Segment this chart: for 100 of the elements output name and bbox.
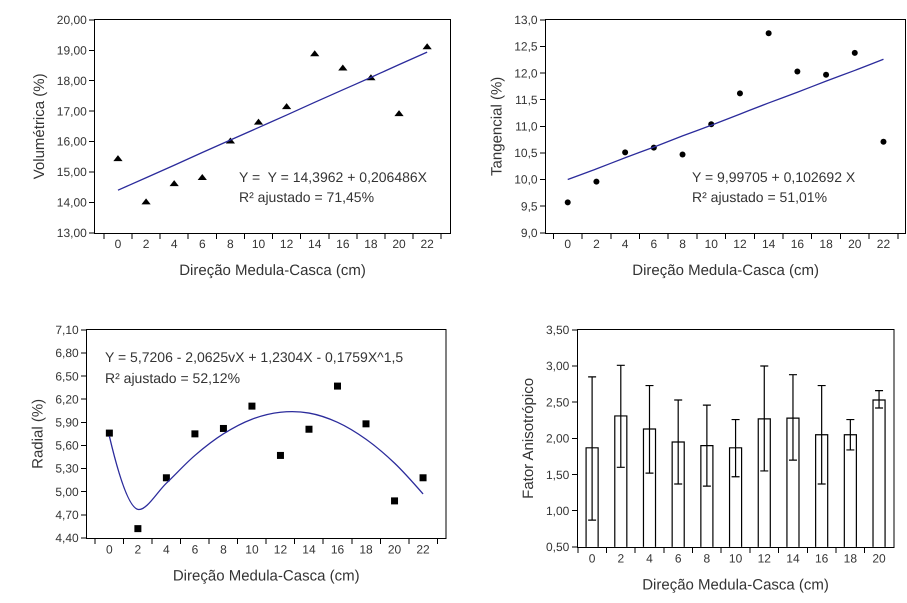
- point: [736, 90, 743, 96]
- point: [823, 72, 830, 78]
- point: [880, 138, 886, 145]
- x-tick-label: 18: [359, 542, 374, 556]
- y-tick-label: 9,5: [520, 199, 538, 214]
- x-axis-title: Direção Medula-Casca (cm): [172, 567, 360, 584]
- point: [680, 152, 686, 158]
- x-tick-label: 14: [762, 237, 776, 252]
- x-tick-label: 20: [388, 542, 402, 556]
- y-tick-label: 11,0: [515, 120, 538, 134]
- x-tick-label: 14: [308, 237, 322, 252]
- y-tick-label: 6,20: [55, 392, 79, 406]
- x-tick-label: 12: [733, 237, 747, 252]
- x-tick-label: 14: [786, 551, 800, 566]
- y-tick-label: 1,50: [546, 468, 570, 482]
- y-tick-label: 5,60: [55, 438, 79, 453]
- x-tick-label: 16: [790, 237, 804, 252]
- x-tick-label: 22: [416, 542, 430, 556]
- annotation: Y = Y = 14,3962 + 0,206486X: [239, 169, 428, 185]
- point: [593, 178, 600, 185]
- x-tick-label: 12: [280, 237, 294, 252]
- point: [794, 68, 800, 75]
- x-tick-label: 14: [302, 542, 316, 556]
- y-tick-label: 17,00: [56, 104, 88, 118]
- y-tick-label: 4,40: [55, 531, 79, 546]
- x-tick-label: 16: [330, 542, 344, 556]
- x-tick-label: 6: [650, 237, 658, 252]
- point: [305, 426, 312, 433]
- x-tick-label: 10: [252, 237, 266, 252]
- x-tick-label: 20: [392, 237, 406, 252]
- y-tick-label: 5,90: [55, 416, 79, 430]
- line-series: [117, 51, 428, 191]
- y-tick-label: 2,00: [546, 432, 570, 446]
- y-tick-label: 0,50: [546, 540, 570, 554]
- y-tick-label: 9,0: [520, 226, 538, 240]
- annotation: R² ajustado = 52,12%: [105, 370, 240, 386]
- point: [564, 199, 571, 206]
- x-tick-label: 2: [142, 237, 150, 252]
- y-tick-label: 3,50: [546, 323, 570, 338]
- y-tick-label: 19,00: [56, 44, 88, 58]
- x-tick-label: 4: [622, 237, 629, 252]
- x-tick-label: 2: [134, 542, 142, 556]
- y-tick-label: 13,00: [56, 226, 88, 240]
- y-tick-label: 15,00: [56, 165, 88, 180]
- y-tick-label: 18,00: [56, 74, 88, 88]
- y-tick-label: 10,5: [514, 146, 538, 160]
- x-tick-label: 8: [704, 551, 711, 566]
- x-axis-title: Direção Medula-Casca (cm): [642, 576, 829, 594]
- point: [622, 149, 628, 156]
- y-tick-label: 1,00: [546, 504, 570, 518]
- x-tick-label: 10: [245, 542, 259, 556]
- x-tick-label: 4: [646, 551, 654, 566]
- point: [276, 452, 284, 459]
- y-tick-label: 14,00: [56, 196, 88, 210]
- y-tick-label: 2,50: [546, 395, 570, 410]
- y-tick-label: 3,00: [546, 359, 570, 374]
- point: [134, 525, 142, 532]
- point: [220, 424, 227, 432]
- x-tick-label: 22: [876, 237, 890, 252]
- y-tick-label: 13,0: [514, 13, 538, 28]
- point: [391, 497, 398, 504]
- x-tick-label: 16: [336, 237, 350, 252]
- annotation: R² ajustado = 71,45%: [239, 189, 374, 205]
- x-tick-label: 22: [420, 237, 434, 252]
- x-tick-label: 8: [220, 542, 228, 556]
- x-axis-title: Direção Medula-Casca (cm): [632, 262, 819, 280]
- y-tick-label: 6,50: [55, 369, 79, 384]
- y-tick-label: 12,0: [514, 66, 538, 80]
- x-tick-label: 8: [227, 237, 234, 252]
- y-tick-label: 10,0: [514, 172, 538, 187]
- y-tick-label: 11,5: [515, 92, 538, 107]
- point: [852, 50, 858, 56]
- x-tick-label: 10: [704, 237, 718, 252]
- annotation: Y = 5,7206 - 2,0625vX + 1,2304X - 0,1759X^1,5: [105, 349, 404, 365]
- y-tick-label: 5,30: [55, 462, 79, 476]
- annotation: R² ajustado = 51,01%: [692, 189, 828, 205]
- point: [766, 30, 772, 36]
- x-tick-label: 16: [814, 551, 829, 566]
- x-tick-label: 0: [588, 551, 596, 566]
- y-tick-label: 12,5: [514, 40, 538, 54]
- y-tick-label: 16,00: [56, 134, 88, 149]
- x-tick-label: 20: [848, 237, 862, 252]
- x-tick-label: 10: [728, 551, 743, 566]
- x-tick-label: 6: [198, 237, 206, 252]
- x-tick-label: 6: [674, 551, 682, 566]
- point: [420, 474, 427, 482]
- y-axis-title: Volumétrica (%): [31, 73, 48, 180]
- x-tick-label: 6: [192, 542, 199, 556]
- x-tick-label: 0: [564, 237, 572, 252]
- y-tick-label: 6,80: [55, 346, 79, 360]
- x-axis-title: Direção Medula-Casca (cm): [179, 262, 366, 280]
- x-tick-label: 18: [819, 237, 834, 252]
- x-tick-label: 2: [617, 551, 624, 566]
- y-axis-title: Radial (%): [30, 398, 47, 469]
- x-tick-label: 8: [679, 237, 686, 252]
- x-tick-label: 4: [170, 237, 178, 252]
- x-tick-label: 12: [274, 542, 288, 556]
- x-tick-label: 12: [758, 551, 772, 566]
- annotation: Y = 9,99705 + 0,102692 X: [692, 169, 856, 185]
- x-tick-label: 18: [364, 237, 378, 252]
